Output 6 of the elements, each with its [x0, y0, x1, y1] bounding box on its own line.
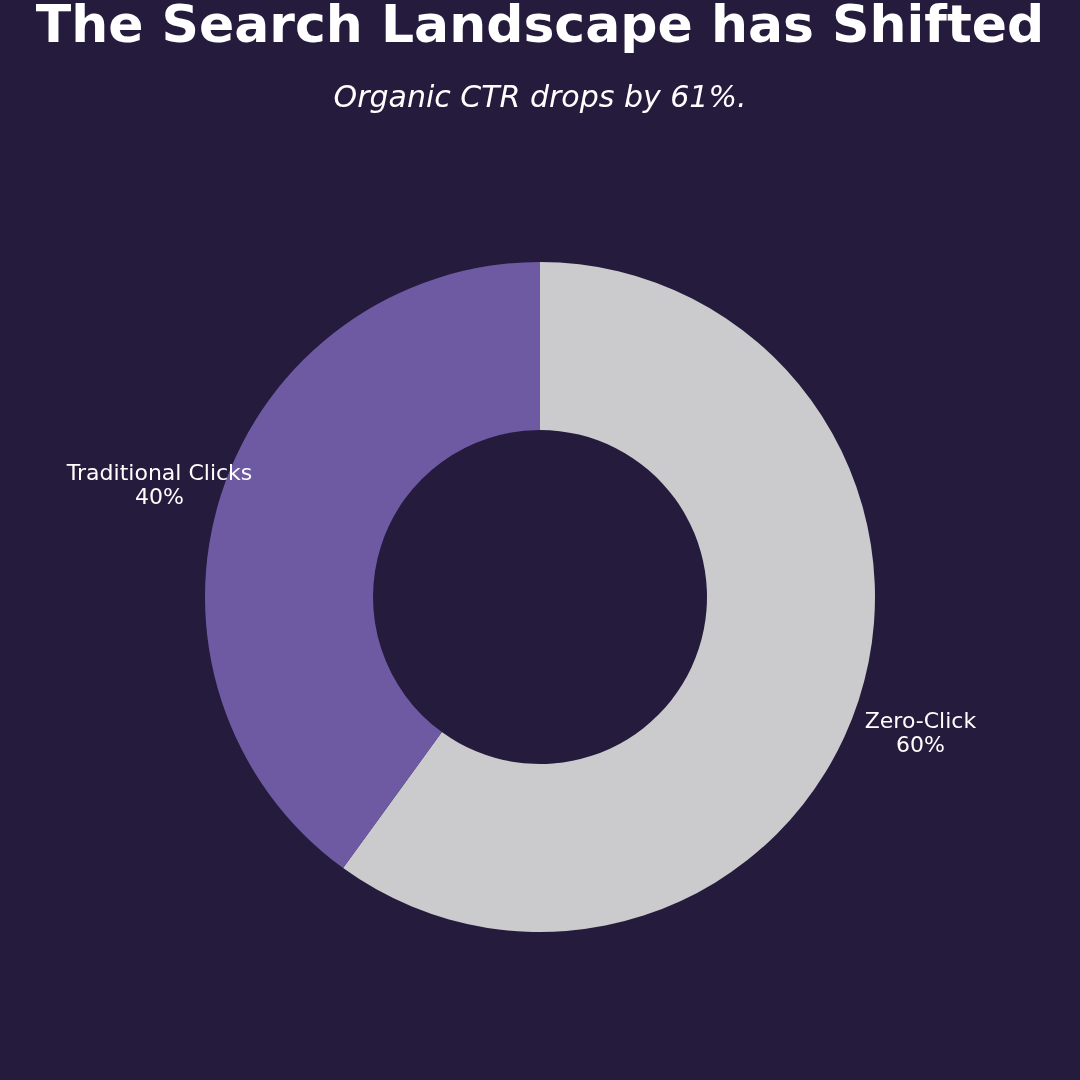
- chart-title: The Search Landscape has Shifted: [35, 0, 1045, 54]
- slice-label: Zero-Click: [864, 707, 977, 733]
- slice-label: Traditional Clicks: [65, 460, 253, 486]
- data-label: 60%: [895, 731, 945, 757]
- chart-subtitle: Organic CTR drops by 61%.: [333, 79, 747, 114]
- data-label: 40%: [135, 484, 185, 510]
